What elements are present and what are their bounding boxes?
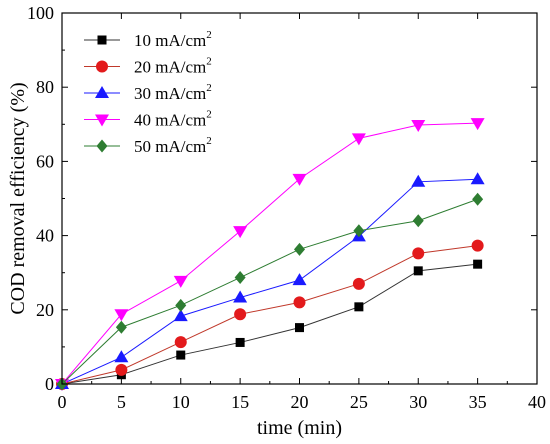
data-point [292, 173, 307, 186]
legend-marker [95, 114, 109, 127]
series-line [61, 122, 478, 385]
legend-item: 20 mA/cm2 [84, 56, 212, 77]
legend-item: 30 mA/cm2 [84, 82, 212, 103]
x-tick-label: 20 [291, 392, 309, 412]
x-tick-label: 25 [350, 392, 368, 412]
y-tick-label: 40 [36, 226, 54, 246]
series-layer [55, 118, 485, 391]
y-axis-label: COD removal efficiency (%) [7, 82, 29, 314]
data-point [470, 118, 485, 131]
legend-marker [95, 86, 109, 98]
series-line [61, 198, 478, 385]
x-tick-label: 5 [117, 392, 126, 412]
legend: 10 mA/cm2 20 mA/cm2 30 mA/cm2 40 mA/cm2 50 m… [84, 29, 212, 156]
x-axis-label: time (min) [257, 417, 342, 439]
data-point [292, 273, 307, 286]
data-point [411, 120, 426, 133]
series-3 [55, 172, 485, 389]
x-tick-label: 40 [528, 392, 546, 412]
x-tick-label: 15 [231, 392, 249, 412]
x-tick-label: 30 [409, 392, 427, 412]
data-point [115, 363, 128, 376]
legend-item: 40 mA/cm2 [84, 109, 212, 130]
data-point [472, 192, 484, 206]
data-point [173, 275, 188, 288]
axes-layer: 0 5 10 15 20 25 30 35 40 0 20 40 60 80 100 [27, 3, 546, 412]
data-point [114, 350, 129, 363]
data-point [235, 337, 245, 347]
y-tick-label: 100 [27, 3, 54, 23]
data-point [412, 214, 424, 228]
data-point [293, 296, 306, 309]
data-point [174, 336, 187, 349]
data-point [233, 226, 248, 239]
data-point [413, 266, 423, 276]
data-point [234, 271, 246, 285]
data-point [234, 308, 247, 321]
y-tick-label: 0 [45, 374, 54, 394]
legend-marker [97, 35, 107, 45]
data-point [353, 224, 365, 238]
legend-item: 50 mA/cm2 [84, 135, 212, 156]
x-tick-label: 10 [172, 392, 190, 412]
data-point [115, 320, 127, 334]
data-point [412, 247, 425, 260]
series-line [61, 245, 478, 385]
series-line [61, 263, 478, 385]
y-tick-label: 20 [36, 300, 54, 320]
legend-label: 30 mA/cm2 [134, 82, 212, 103]
data-point [294, 242, 305, 256]
data-point [175, 298, 187, 312]
data-point [473, 259, 483, 269]
data-point [354, 302, 364, 312]
x-tick-label: 35 [469, 392, 487, 412]
y-tick-label: 80 [36, 77, 54, 97]
data-point [114, 309, 129, 322]
data-point [352, 277, 365, 290]
legend-label: 10 mA/cm2 [134, 29, 212, 50]
data-point [173, 309, 188, 322]
data-point [176, 350, 186, 360]
data-point [471, 239, 484, 252]
series-line [61, 178, 478, 385]
data-point [411, 174, 426, 187]
x-tick-label: 0 [58, 392, 67, 412]
legend-marker [96, 60, 108, 73]
data-point [351, 133, 366, 146]
data-point [295, 323, 304, 333]
data-point [470, 172, 485, 185]
legend-label: 50 mA/cm2 [134, 135, 212, 156]
legend-label: 20 mA/cm2 [134, 56, 212, 77]
y-tick-label: 60 [36, 151, 54, 171]
legend-label: 40 mA/cm2 [134, 109, 212, 130]
data-point [233, 290, 248, 303]
legend-marker [96, 139, 108, 153]
legend-item: 10 mA/cm2 [84, 29, 212, 50]
series-5 [56, 192, 484, 391]
